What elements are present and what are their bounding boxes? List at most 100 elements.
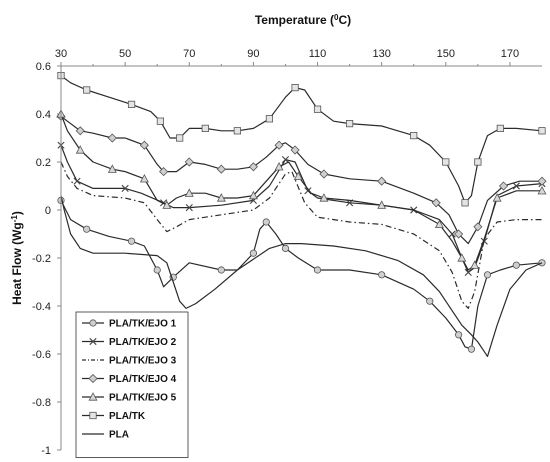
series-pla-tk-ejo-4-point [107,133,117,143]
series-pla-tk-ejo-4-point [431,198,441,208]
y-tick-label: 0.2 [36,157,51,169]
series-pla-tk-ejo-2-point [73,177,81,185]
y-tick-label: 0.4 [36,109,51,121]
series-pla-tk-ejo-5-point [434,219,444,229]
x-tick-label: 30 [55,48,67,60]
series-pla-tk-point [127,100,136,108]
series-pla-tk-ejo-1-point [426,297,434,305]
series-pla-tk-ejo-1-point [153,266,161,274]
series-pla-tk-ejo-2-point [464,268,472,276]
y-tick-label: -0.6 [32,349,51,361]
series-pla-tk-point [313,105,322,113]
series-pla-tk-ejo-5-point [75,145,85,154]
series-pla-tk-ejo-2-point-stroke [512,182,520,190]
series-pla-tk-ejo-1-point [281,244,290,252]
legend-item-pla-tk-ejo-1-label: PLA/TK/EJO 1 [109,319,177,330]
series-pla-tk-ejo-4 [56,111,547,245]
x-tick-label: 170 [501,48,519,60]
series-pla-tk-ejo-5-point [492,193,502,202]
series-pla-tk-ejo-2-point-stroke [185,204,193,212]
legend-item-pla-tk-marker [89,411,97,420]
series-pla-tk-ejo-5-point [537,185,547,195]
series-pla-tk-ejo-4-point [290,145,300,155]
series-pla-tk-ejo-1-point [313,266,322,274]
series-pla-tk-ejo-4-point [159,167,169,177]
series-pla-tk-ejo-2-point-stroke [448,230,456,238]
series-pla-tk-ejo-2-line [60,144,543,273]
legend-item-pla-tk-ejo-2: PLA/TK/EJO 2 [82,337,177,348]
series-pla-tk-ejo-5-point [248,190,258,200]
series-pla-tk-point [201,124,209,132]
series-pla-tk-ejo-1-point [378,271,386,279]
series-pla-tk-ejo-4-point [454,229,464,239]
legend-item-pla-tk-ejo-3: PLA/TK/EJO 3 [82,356,177,367]
legend-item-pla-tk-ejo-5-label: PLA/TK/EJO 5 [109,393,177,404]
axes-layer [60,65,542,450]
x-tick-label: 50 [119,48,131,60]
series-pla-tk-ejo-4-point [377,176,387,186]
x-axis-title: Temperature (0C) [255,13,351,27]
legend-item-pla-tk-ejo-5-marker [88,392,98,401]
x-tick-label: 130 [372,48,390,60]
legend-item-pla-tk-ejo-1-marker [89,319,97,327]
legend-item-pla-label: PLA [109,430,129,441]
x-tick-label: 90 [247,48,259,60]
series-pla-tk-point [345,120,354,128]
series-pla-tk-ejo-2-point-stroke [464,268,472,276]
series-pla-tk-ejo-4-point [216,164,226,174]
series-pla-tk-point [538,127,546,135]
series-pla-tk-point [156,117,165,125]
series-pla-tk-ejo-1-point [262,218,270,226]
series-pla-tk-ejo-4-point [473,222,483,232]
series-pla-tk-ejo-4-point [139,140,149,150]
series-pla-tk-ejo-2-point [304,187,312,195]
series-pla-line [60,195,543,357]
series-pla-tk-point [410,131,418,140]
y-tick-label: -0.2 [32,253,51,265]
series-layer [56,72,547,357]
series-pla-tk-ejo-3 [60,161,542,309]
series-pla-tk-ejo-1-point [455,331,463,339]
series-pla-tk-point [233,127,241,135]
series-pla-tk-ejo-1-point [467,345,476,353]
x-tick-label: 70 [183,48,195,60]
x-tick-label: 150 [437,48,455,60]
series-pla-tk-point [461,199,469,207]
legend-item-pla-tk-ejo-2-marker-stroke [89,337,97,346]
series-pla-tk-ejo-2-point-stroke [281,156,290,164]
series-pla-tk-ejo-2-point [281,156,290,164]
series-pla-tk-ejo-5-point [139,173,149,183]
x-axis-title-unit: C) [338,13,351,27]
legend-item-pla-tk-ejo-1: PLA/TK/EJO 1 [82,319,177,330]
series-pla-tk-ejo-2-point [448,230,456,238]
series-pla-tk-point [265,115,274,123]
series-pla-tk-ejo-2-point-stroke [121,184,129,192]
legend-item-pla-tk-label: PLA/TK [109,411,146,422]
series-pla-tk-ejo-5-point [319,193,329,202]
series-pla-tk-ejo-1-point [127,237,136,245]
legend-item-pla-tk-ejo-2-marker [89,337,97,346]
series-pla-tk-ejo-4-point [537,176,547,186]
y-tick-label: -1 [41,445,51,457]
legend-box [75,311,189,458]
y-axis-title-text: Heat Flow (Wg [10,222,24,305]
y-axis-title-close: ) [10,211,24,215]
legend-item-pla-tk-ejo-5: PLA/TK/EJO 5 [82,392,177,404]
series-pla-tk-point [474,158,482,166]
series-pla-tk-ejo-4-point [75,126,85,136]
series-pla-tk-ejo-1-point [83,225,91,233]
series-pla-tk-ejo-5-point [293,171,303,181]
y-tick-label: 0.6 [36,61,51,73]
series-pla-tk-ejo-4-point [498,181,509,191]
series-pla-tk-ejo-1-point [512,261,520,269]
legend: PLA/TK/EJO 1 PLA/TK/EJO 2 PLA/TK/EJO 3 PLA/… [75,311,189,458]
legend-item-pla-tk-ejo-2-label: PLA/TK/EJO 2 [109,337,177,348]
legend-item-pla-tk-ejo-4-label: PLA/TK/EJO 4 [109,374,177,385]
series-pla-tk-point [442,158,450,166]
x-axis-title-text: Temperature ( [255,13,334,27]
y-tick-label: 0 [45,205,51,217]
y-axis-title: Heat Flow (Wg-1) [10,211,24,305]
series-pla [60,195,543,357]
series-pla-tk-ejo-5-point [457,253,467,262]
